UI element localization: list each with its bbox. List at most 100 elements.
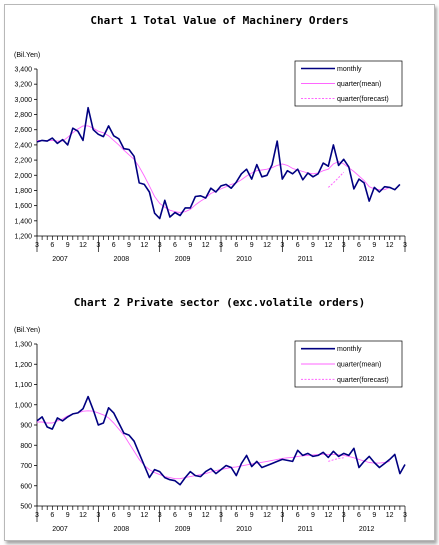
chart2-year-label: 2012 [359, 526, 375, 533]
chart1-y-tick-label: 3,200 [14, 82, 32, 89]
chart1-month-tick-label: 12 [140, 242, 148, 249]
chart2-month-tick-label: 12 [386, 512, 394, 519]
chart1-year-label: 2010 [236, 256, 252, 263]
chart2-month-tick-label: 3 [280, 512, 284, 519]
chart1-year-label: 2008 [114, 256, 130, 263]
chart2-y-tick-label: 500 [20, 504, 32, 511]
chart1-month-tick-label: 9 [372, 242, 376, 249]
chart1-month-tick-label: 12 [79, 242, 87, 249]
chart2-y-tick-label: 1,000 [14, 402, 32, 409]
chart1-month-tick-label: 12 [263, 242, 271, 249]
chart1-month-tick-label: 9 [311, 242, 315, 249]
chart2-month-tick-label: 9 [372, 512, 376, 519]
chart2-month-tick-label: 3 [403, 512, 407, 519]
chart2-month-tick-label: 12 [324, 512, 332, 519]
chart2-month-tick-label: 3 [158, 512, 162, 519]
chart2-y-tick-label: 700 [20, 463, 32, 470]
chart1-month-tick-label: 6 [357, 242, 361, 249]
chart2-month-tick-label: 3 [219, 512, 223, 519]
chart2-month-tick-label: 3 [35, 512, 39, 519]
chart1-y-tick-label: 1,600 [14, 203, 32, 210]
chart1-y-tick-label: 2,800 [14, 112, 32, 119]
chart1-y-tick-label: 2,400 [14, 142, 32, 149]
chart1-unit-label: (Bil.Yen) [14, 52, 40, 59]
chart2-month-tick-label: 12 [202, 512, 210, 519]
chart1-title: Chart 1 Total Value of Machinery Orders [90, 14, 349, 27]
chart1-month-tick-label: 12 [324, 242, 332, 249]
chart1-month-tick-label: 3 [403, 242, 407, 249]
chart1-month-tick-label: 6 [234, 242, 238, 249]
chart2-y-tick-label: 600 [20, 483, 32, 490]
chart1-legend-label: monthly [337, 66, 362, 73]
chart2-series-quarter-forecast [328, 457, 344, 462]
chart1-year-label: 2009 [175, 256, 191, 263]
chart2-month-tick-label: 6 [173, 512, 177, 519]
chart1-month-tick-label: 12 [386, 242, 394, 249]
chart1-y-tick-label: 1,400 [14, 218, 32, 225]
chart2-unit-label: (Bil.Yen) [14, 327, 40, 334]
chart2-month-tick-label: 9 [66, 512, 70, 519]
chart1-month-tick-label: 3 [219, 242, 223, 249]
chart2-month-tick-label: 6 [357, 512, 361, 519]
chart1-month-tick-label: 6 [112, 242, 116, 249]
chart2-month-tick-label: 6 [296, 512, 300, 519]
chart1-y-tick-label: 1,200 [14, 234, 32, 241]
chart2-month-tick-label: 9 [127, 512, 131, 519]
chart1-month-tick-label: 9 [250, 242, 254, 249]
chart2-y-tick-label: 1,200 [14, 362, 32, 369]
chart2-y-tick-label: 800 [20, 443, 32, 450]
chart1-year-label: 2007 [52, 256, 68, 263]
chart2-legend-label: quarter(mean) [337, 362, 381, 369]
chart1-y-tick-label: 2,600 [14, 127, 32, 134]
chart1-month-tick-label: 3 [35, 242, 39, 249]
chart1-month-tick-label: 3 [158, 242, 162, 249]
chart2-y-tick-label: 1,100 [14, 382, 32, 389]
chart2-series-monthly [36, 395, 406, 486]
chart1-legend-label: quarter(forecast) [337, 96, 389, 103]
chart2-year-label: 2010 [236, 526, 252, 533]
chart1-y-tick-label: 1,800 [14, 188, 32, 195]
chart2-year-label: 2011 [298, 526, 313, 533]
chart1-year-label: 2012 [359, 256, 375, 263]
chart1-month-tick-label: 9 [188, 242, 192, 249]
chart1-month-tick-label: 12 [202, 242, 210, 249]
chart2-y-tick-label: 1,300 [14, 342, 32, 349]
chart2-month-tick-label: 6 [234, 512, 238, 519]
chart2-month-tick-label: 12 [263, 512, 271, 519]
chart2-month-tick-label: 9 [188, 512, 192, 519]
chart1-month-tick-label: 9 [66, 242, 70, 249]
chart1-month-tick-label: 3 [342, 242, 346, 249]
chart2-series-quarter-mean [37, 410, 390, 480]
chart1-month-tick-label: 6 [173, 242, 177, 249]
chart2-legend-label: quarter(forecast) [337, 377, 389, 384]
chart2-month-tick-label: 6 [50, 512, 54, 519]
chart1-y-tick-label: 2,000 [14, 173, 32, 180]
chart1-legend-label: quarter(mean) [337, 81, 381, 88]
chart2-month-tick-label: 12 [140, 512, 148, 519]
chart1-year-label: 2011 [298, 256, 313, 263]
chart1-month-tick-label: 6 [296, 242, 300, 249]
chart2-month-tick-label: 9 [250, 512, 254, 519]
chart2-month-tick-label: 9 [311, 512, 315, 519]
chart2-month-tick-label: 3 [342, 512, 346, 519]
chart1-month-tick-label: 3 [280, 242, 284, 249]
chart1-y-tick-label: 2,200 [14, 158, 32, 165]
chart2-year-label: 2009 [175, 526, 191, 533]
chart1-series-quarter-forecast [327, 171, 345, 188]
chart2-year-label: 2007 [52, 526, 68, 533]
chart2-legend-label: monthly [337, 346, 362, 353]
chart1-y-tick-label: 3,000 [14, 97, 32, 104]
chart2-month-tick-label: 3 [96, 512, 100, 519]
chart1-series-monthly [36, 106, 401, 220]
chart2-y-tick-label: 900 [20, 423, 32, 430]
chart2-month-tick-label: 12 [79, 512, 87, 519]
chart1-month-tick-label: 6 [50, 242, 54, 249]
chart1-y-tick-label: 3,400 [14, 67, 32, 74]
chart1-month-tick-label: 9 [127, 242, 131, 249]
chart2-title: Chart 2 Private sector (exc.volatile ord… [73, 296, 366, 309]
chart1-series-quarter-mean [37, 125, 390, 213]
chart2-year-label: 2008 [114, 526, 130, 533]
chart2-month-tick-label: 6 [112, 512, 116, 519]
chart1-month-tick-label: 3 [96, 242, 100, 249]
